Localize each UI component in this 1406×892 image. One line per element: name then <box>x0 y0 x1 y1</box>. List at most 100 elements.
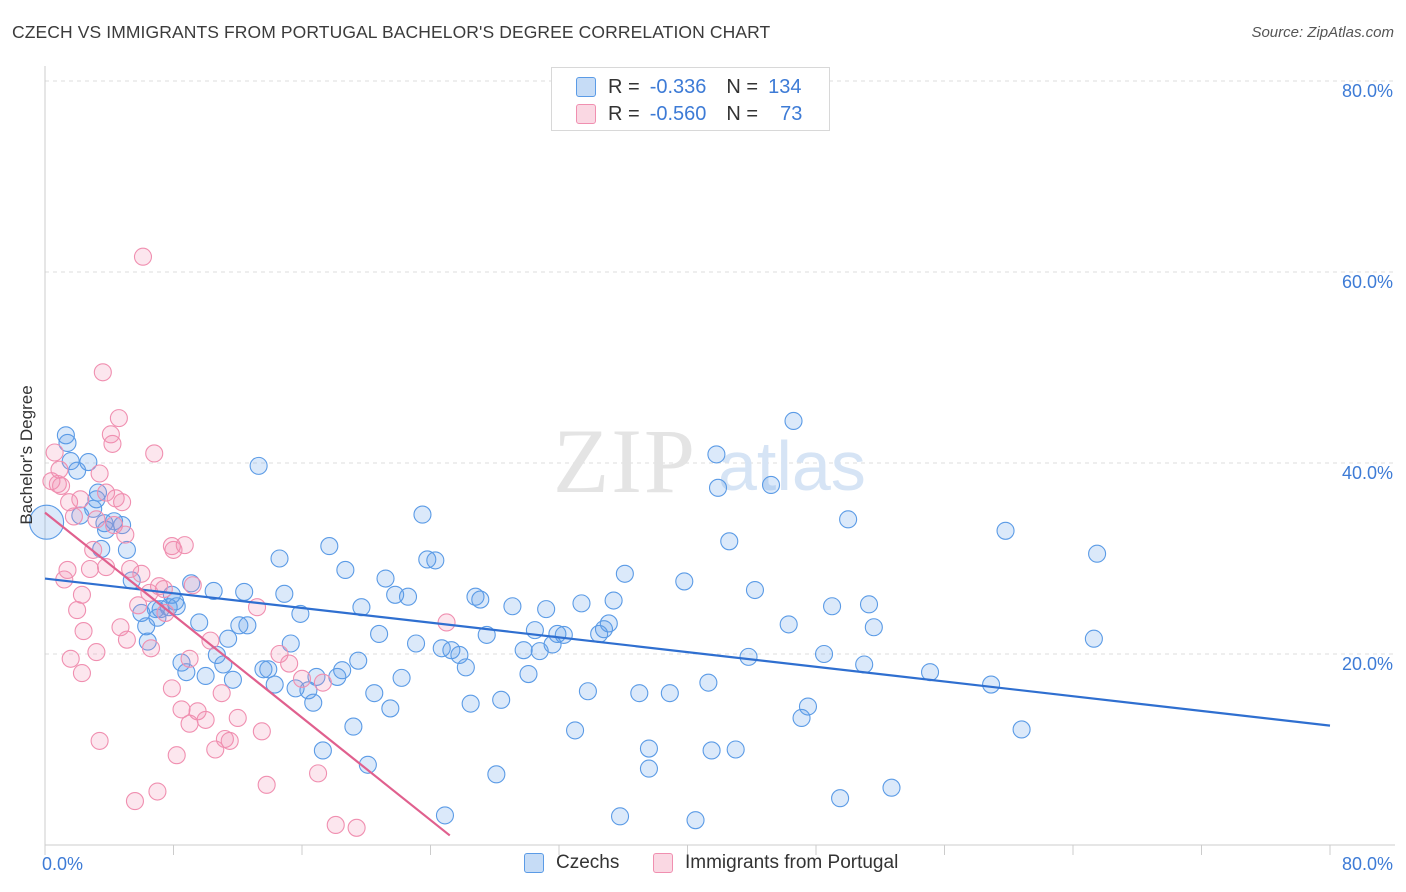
czech-point <box>254 660 273 679</box>
czech-point <box>426 551 445 570</box>
legend-swatch-czechs <box>576 77 596 97</box>
portugal-point <box>93 363 112 382</box>
portugal-point <box>129 596 148 615</box>
portugal-point <box>50 460 69 479</box>
portugal-point <box>183 576 202 595</box>
czech-point <box>471 590 490 609</box>
czech-point <box>56 426 75 445</box>
czech-point <box>413 505 432 524</box>
czech-point <box>630 684 649 703</box>
czech-point <box>639 759 659 778</box>
portugal-point <box>90 731 109 750</box>
portugal-point <box>125 792 144 811</box>
portugal-point <box>292 669 312 688</box>
czech-point <box>1012 720 1031 739</box>
watermark-zip: ZIP <box>553 410 697 512</box>
czech-point <box>855 655 874 674</box>
legend-row-czechs: R = -0.336 N = 134 <box>576 74 801 100</box>
legend-n-value: 134 <box>768 75 802 98</box>
czech-point <box>537 600 556 619</box>
series-swatch-portugal <box>653 853 673 873</box>
czech-point <box>702 741 721 760</box>
czech-point <box>686 811 705 830</box>
czech-point <box>726 740 745 759</box>
czech-point <box>392 668 411 687</box>
czech-point <box>87 490 106 509</box>
portugal-point <box>326 815 345 834</box>
portugal-point <box>109 409 128 428</box>
portugal-point <box>270 644 289 664</box>
legend-n-value: 73 <box>780 102 803 125</box>
x-tick-label: 80.0% <box>1342 854 1393 874</box>
czech-point <box>699 673 718 692</box>
stats-legend: R = -0.336 N = 134 R = -0.560 N = 73 <box>551 67 830 131</box>
czech-point <box>376 569 395 588</box>
czech-point <box>238 616 257 635</box>
portugal-point <box>74 622 93 641</box>
chart-title: CZECH VS IMMIGRANTS FROM PORTUGAL BACHEL… <box>12 22 771 42</box>
czech-point <box>639 739 659 758</box>
trend-lines <box>44 511 1331 837</box>
czech-point <box>739 647 758 666</box>
series-legend-czechs: Czechs <box>524 852 619 874</box>
portugal-point <box>60 493 79 512</box>
czech-point <box>839 510 858 529</box>
czech-point <box>784 411 803 431</box>
czech-point <box>578 682 597 701</box>
czech-point <box>365 684 384 703</box>
czech-point <box>466 587 485 606</box>
source-label: Source: ZipAtlas.com <box>1251 24 1394 41</box>
czech-point <box>358 755 377 774</box>
portugal-point <box>133 247 153 266</box>
portugal-point <box>117 630 136 649</box>
czech-point <box>291 604 310 623</box>
portugal-point <box>68 601 87 620</box>
portugal-point <box>220 731 239 750</box>
czech-point <box>270 549 289 568</box>
portugal-point <box>148 782 167 801</box>
portugal-point <box>175 536 194 555</box>
czech-point <box>456 658 475 677</box>
tick-labels: 20.0% 40.0% 60.0% 80.0% 0.0% 80.0% <box>42 81 1393 874</box>
czech-point <box>29 504 65 540</box>
portugal-point <box>156 603 175 622</box>
czech-point <box>566 721 585 740</box>
legend-r-value: -0.560 <box>649 102 707 125</box>
czech-point <box>219 629 238 648</box>
czech-point <box>594 620 614 639</box>
portugal-point <box>280 654 299 673</box>
czech-point <box>177 663 196 682</box>
czech-point <box>381 699 400 718</box>
portugal-point <box>228 708 247 728</box>
czech-point <box>720 532 739 551</box>
czech-point <box>320 537 339 556</box>
portugal-point <box>45 443 64 462</box>
portugal-point <box>437 613 456 632</box>
x-tick-label: 0.0% <box>42 854 83 874</box>
czech-point <box>707 445 726 464</box>
portugal-point <box>257 775 276 794</box>
czech-point <box>982 675 1001 694</box>
czech-point <box>554 625 573 644</box>
czech-trend-line <box>44 577 1331 727</box>
portugal-point <box>172 700 191 719</box>
czech-point <box>604 591 623 610</box>
czech-point <box>514 641 533 660</box>
portugal-point <box>154 580 173 599</box>
czech-point <box>196 666 215 686</box>
czech-point <box>792 708 811 728</box>
czech-point <box>265 675 284 694</box>
legend-n-label: N = <box>726 102 759 125</box>
czech-points <box>29 411 1107 830</box>
portugal-point <box>309 764 328 783</box>
czech-point <box>572 594 591 613</box>
czech-point <box>519 665 538 684</box>
y-tick-label: 40.0% <box>1342 463 1393 483</box>
czech-point <box>349 651 368 670</box>
portugal-point <box>162 679 181 698</box>
portugal-point <box>113 493 132 512</box>
czech-point <box>1084 629 1103 648</box>
portugal-point <box>64 507 83 526</box>
czech-point <box>167 597 186 616</box>
series-legend-portugal: Immigrants from Portugal <box>653 852 898 874</box>
